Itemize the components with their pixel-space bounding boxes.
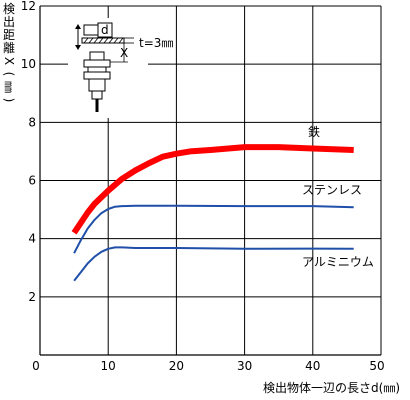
inset-x-label: X (120, 46, 128, 60)
y-axis-label-char: X (2, 57, 16, 65)
series-label-0: 鉄 (308, 124, 320, 139)
x-tick-label: 0 (32, 359, 40, 373)
x-tick-label: 10 (101, 359, 116, 373)
y-axis-label-char: ) (2, 98, 16, 103)
y-tick-label: 6 (28, 174, 36, 188)
target-block (83, 24, 99, 36)
series-line-1 (73, 204, 354, 254)
y-axis-label-char: ㎜ (2, 81, 16, 93)
y-axis-label-char: 出 (3, 15, 15, 29)
y-axis-label-char: ( (2, 72, 16, 77)
x-tick-label: 40 (305, 359, 320, 373)
series-line-2 (73, 246, 354, 282)
series-label-2: アルミニウム (302, 255, 374, 269)
thickness-arrow-head-bottom (75, 45, 81, 50)
series-label-1: ステンレス (302, 183, 362, 197)
y-tick-label: 2 (28, 290, 36, 304)
x-tick-label: 20 (169, 359, 184, 373)
sensor-nut-bottom (83, 71, 111, 80)
series-layer (71, 144, 354, 282)
target-square (97, 22, 113, 38)
sensor-head (89, 51, 105, 61)
series-line-0 (71, 144, 354, 235)
y-tick-label: 10 (21, 57, 36, 71)
y-axis-label-char: 検 (3, 2, 15, 16)
grid (40, 5, 382, 355)
axes: 0 10 20 30 40 50 2 4 6 8 10 12 (21, 0, 385, 373)
y-tick-label: 8 (28, 115, 36, 129)
x-axis-label: 検出物体一辺の長さd(㎜) (263, 381, 400, 395)
sensor-nut-top (83, 59, 111, 68)
sensor-body (88, 78, 106, 92)
inset-d-label: d (101, 23, 109, 37)
inset-t-label: t=3㎜ (139, 36, 173, 50)
y-axis-label-char: 距 (3, 28, 15, 42)
x-tick-label: 50 (369, 359, 384, 373)
y-tick-label: 12 (21, 0, 36, 13)
sensor-inset-diagram: d t=3㎜ X (68, 18, 173, 118)
x-tick-label: 30 (237, 359, 252, 373)
thickness-arrow-head-top (75, 24, 81, 29)
y-tick-label: 4 (28, 232, 36, 246)
y-axis-label-char: 離 (3, 41, 15, 55)
